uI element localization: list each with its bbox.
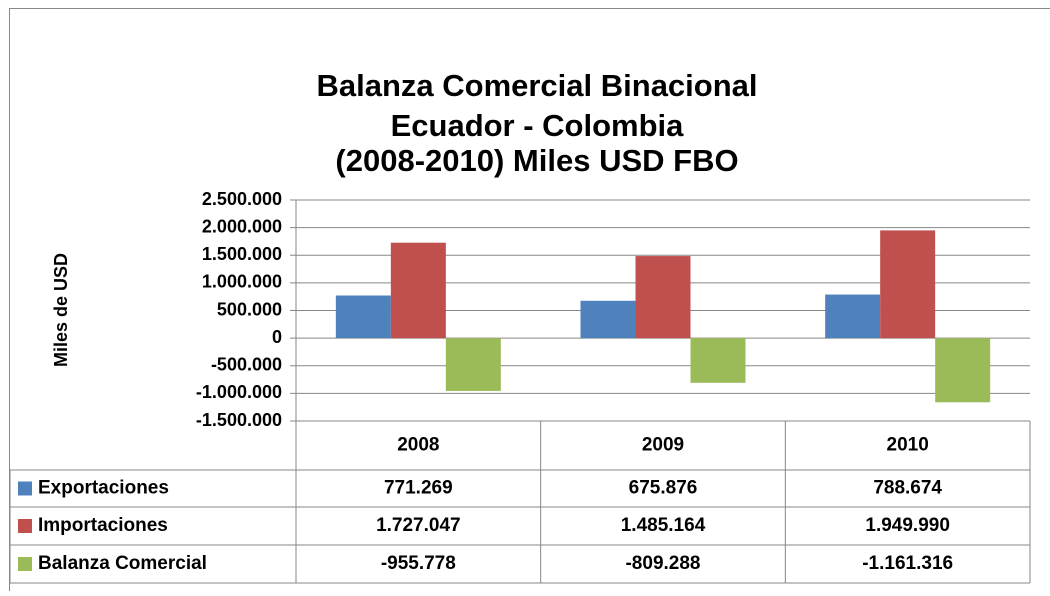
legend-swatch [18,519,32,533]
bar [336,296,391,339]
y-tick-label: 1.500.000 [202,244,282,264]
x-tick-label: 2010 [887,435,929,456]
bar [935,338,990,402]
legend-label: Importaciones [38,515,168,536]
x-tick-label: 2009 [642,435,684,456]
legend-swatch [18,482,32,496]
y-tick-label: -1.500.000 [196,410,282,430]
bar [446,338,501,391]
legend-swatch [18,557,32,571]
bar [880,230,935,338]
x-tick-label: 2008 [397,435,439,456]
chart-title: (2008-2010) Miles USD FBO [335,143,738,178]
chart-title: Ecuador - Colombia [391,108,685,143]
bar [691,338,746,383]
chart-title: Balanza Comercial Binacional [316,68,757,103]
y-axis-label: Miles de USD [51,253,71,367]
y-tick-label: -1.000.000 [196,382,282,402]
y-tick-label: 1.000.000 [202,272,282,292]
y-tick-label: 2.500.000 [202,189,282,209]
y-tick-label: 500.000 [217,299,282,319]
bar [391,243,446,338]
bar [636,256,691,338]
legend-label: Exportaciones [38,478,169,499]
bar [825,295,880,339]
legend-label: Balanza Comercial [38,553,207,574]
data-table-value: 675.876 [629,478,698,499]
data-table-value: 788.674 [873,478,942,499]
bar [581,301,636,338]
y-tick-label: 0 [272,327,282,347]
data-table-value: -1.161.316 [862,553,953,574]
data-table-value: -955.778 [381,553,456,574]
data-table-value: 771.269 [384,478,453,499]
data-table-value: 1.485.164 [621,515,706,536]
data-table-value: -809.288 [625,553,700,574]
data-table-value: 1.727.047 [376,515,461,536]
y-tick-label: -500.000 [211,355,282,375]
data-table-value: 1.949.990 [865,515,950,536]
y-tick-label: 2.000.000 [202,216,282,236]
